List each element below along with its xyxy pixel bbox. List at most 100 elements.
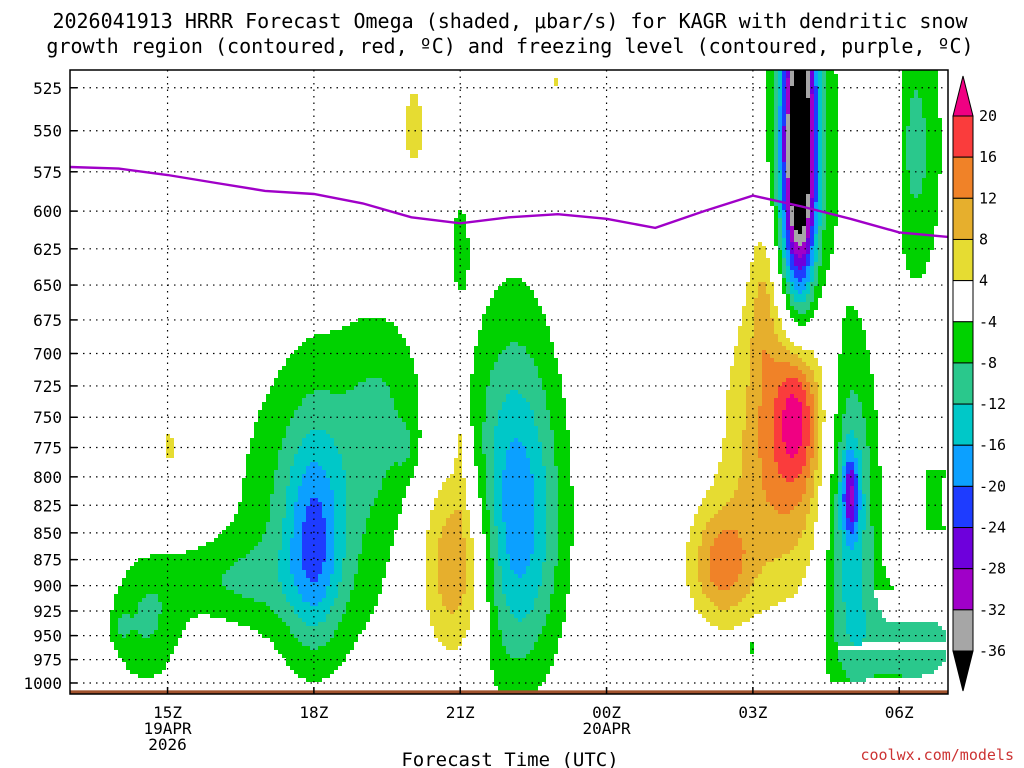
omega-cell xyxy=(874,558,882,562)
omega-cell xyxy=(302,554,326,558)
omega-cell xyxy=(302,598,322,602)
omega-cell xyxy=(246,470,274,474)
omega-cell xyxy=(826,622,834,626)
omega-cell xyxy=(750,354,762,358)
omega-cell xyxy=(814,142,818,146)
omega-cell xyxy=(698,554,710,558)
omega-cell xyxy=(874,530,882,534)
omega-cell xyxy=(110,618,118,622)
omega-cell xyxy=(502,478,534,482)
omega-cell xyxy=(774,202,778,206)
omega-cell xyxy=(790,302,810,306)
omega-cell xyxy=(306,678,322,682)
omega-cell xyxy=(818,202,822,206)
omega-cell xyxy=(926,122,942,126)
omega-cell xyxy=(790,174,810,178)
omega-cell xyxy=(782,202,786,206)
omega-cell xyxy=(722,506,774,510)
omega-cell xyxy=(530,458,542,462)
omega-cell xyxy=(814,434,818,438)
omega-cell xyxy=(834,574,842,578)
omega-cell xyxy=(826,654,838,658)
omega-cell xyxy=(866,626,942,630)
omega-cell xyxy=(242,486,274,490)
omega-cell xyxy=(818,430,822,434)
omega-cell xyxy=(282,542,290,546)
omega-cell xyxy=(730,378,750,382)
omega-cell xyxy=(286,510,294,514)
omega-cell xyxy=(826,638,834,642)
omega-cell xyxy=(870,514,882,518)
omega-cell xyxy=(278,458,294,462)
omega-cell xyxy=(774,182,778,186)
omega-cell xyxy=(322,570,334,574)
omega-cell xyxy=(250,450,278,454)
omega-cell xyxy=(346,478,382,482)
omega-cell xyxy=(490,638,502,642)
omega-cell xyxy=(774,226,778,230)
omega-cell xyxy=(746,290,758,294)
omega-cell xyxy=(130,566,230,570)
omega-cell xyxy=(366,522,398,526)
omega-cell xyxy=(862,578,874,582)
omega-cell xyxy=(118,618,158,622)
omega-cell xyxy=(826,662,842,666)
omega-cell xyxy=(922,98,938,102)
omega-cell xyxy=(826,202,838,206)
omega-cell xyxy=(166,442,174,446)
omega-cell xyxy=(394,402,418,406)
omega-cell xyxy=(294,606,330,610)
omega-cell xyxy=(114,594,146,598)
omega-cell xyxy=(286,426,406,430)
omega-cell xyxy=(910,122,926,126)
omega-cell xyxy=(786,154,790,158)
omega-cell xyxy=(902,122,910,126)
omega-cell xyxy=(926,470,946,474)
omega-cell xyxy=(558,466,570,470)
omega-cell xyxy=(274,474,290,478)
omega-cell xyxy=(906,130,926,134)
omega-cell xyxy=(226,526,266,530)
omega-cell xyxy=(818,86,822,90)
omega-cell xyxy=(538,438,554,442)
omega-cell xyxy=(486,562,494,566)
omega-cell xyxy=(790,290,798,294)
omega-cell xyxy=(902,190,910,194)
omega-cell xyxy=(330,574,342,578)
omega-cell xyxy=(914,194,918,198)
omega-cell xyxy=(846,490,850,494)
omega-cell xyxy=(354,582,382,586)
omega-cell xyxy=(782,138,786,142)
omega-cell xyxy=(874,574,886,578)
omega-cell xyxy=(110,630,118,634)
omega-cell xyxy=(926,510,942,514)
omega-cell xyxy=(726,410,746,414)
omega-cell xyxy=(290,466,306,470)
omega-cell xyxy=(810,278,814,282)
omega-cell xyxy=(494,470,502,474)
omega-cell xyxy=(470,398,486,402)
omega-cell xyxy=(814,414,818,418)
omega-cell xyxy=(902,246,934,250)
omega-cell xyxy=(914,94,918,98)
omega-cell xyxy=(482,314,546,318)
omega-cell xyxy=(314,390,330,394)
chart-title-line1: 2026041913 HRRR Forecast Omega (shaded, … xyxy=(52,9,968,33)
omega-cell xyxy=(918,90,938,94)
omega-cell xyxy=(494,670,550,674)
omega-cell xyxy=(782,106,786,110)
omega-cell xyxy=(798,266,802,270)
omega-cell xyxy=(778,186,782,190)
omega-cell xyxy=(862,582,874,586)
omega-cell xyxy=(342,570,358,574)
omega-cell xyxy=(302,474,326,478)
omega-cell xyxy=(470,390,486,394)
omega-cell xyxy=(810,506,818,510)
omega-cell xyxy=(458,450,462,454)
omega-cell xyxy=(690,586,702,590)
omega-cell xyxy=(790,278,798,282)
x-axis-label: Forecast Time (UTC) xyxy=(401,749,618,768)
omega-cell xyxy=(902,154,906,158)
omega-cell xyxy=(526,570,542,574)
